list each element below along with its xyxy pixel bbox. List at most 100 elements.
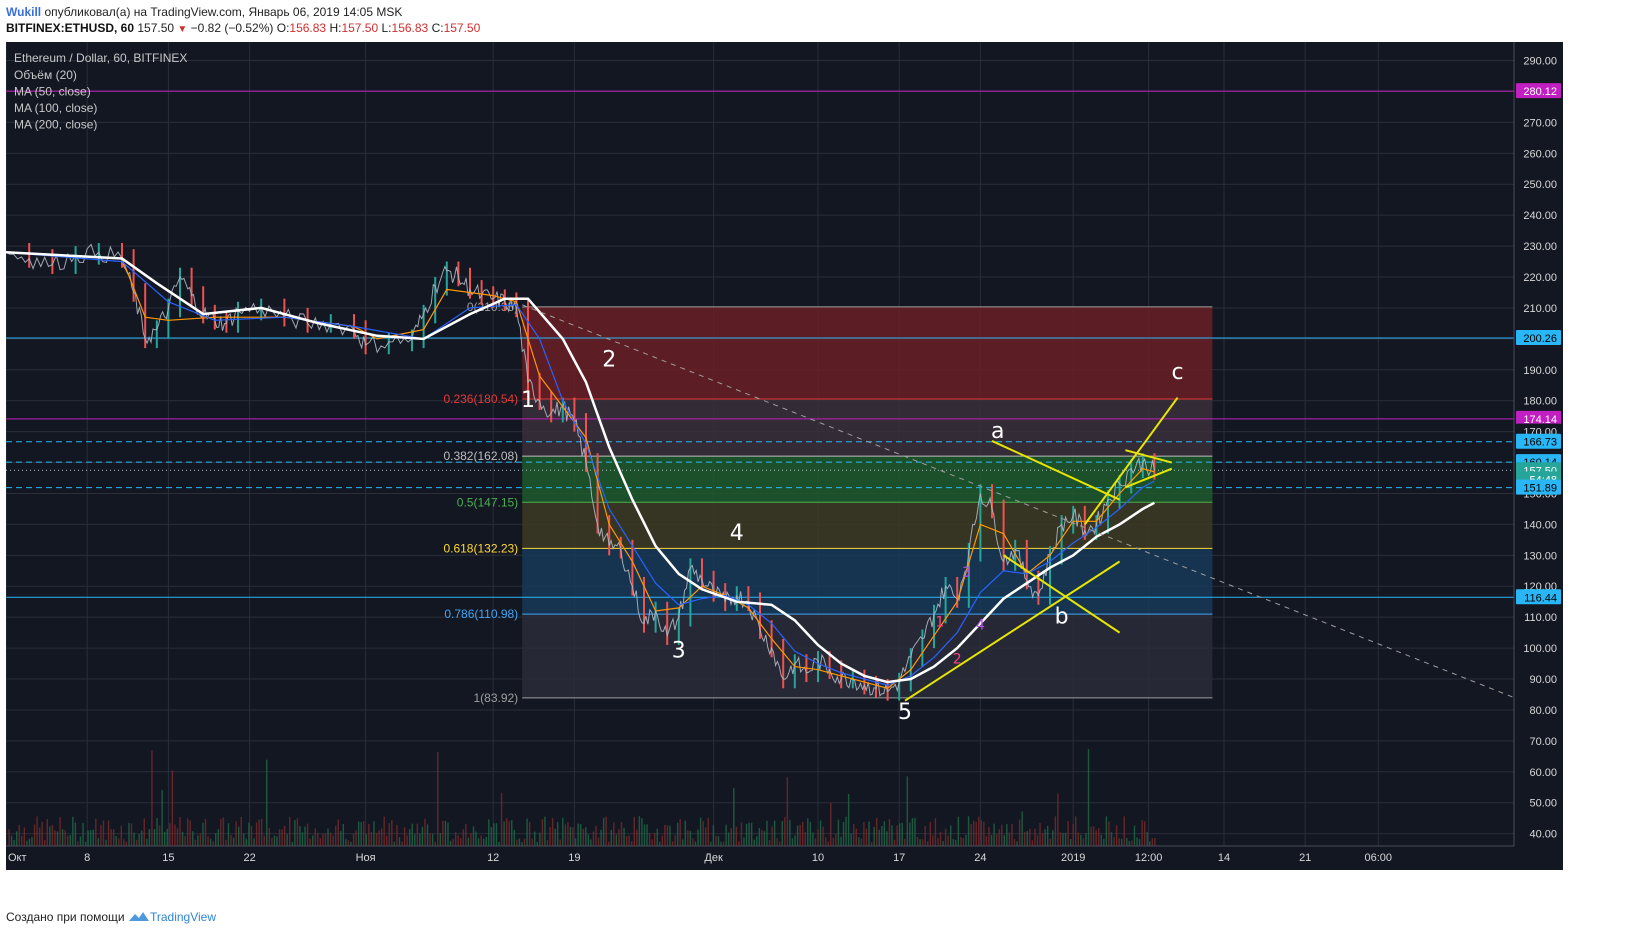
legend-entry: MA (100, close) [14, 101, 97, 115]
volume-bar [661, 835, 664, 846]
volume-bar [1044, 829, 1046, 846]
fib-zone [522, 456, 1213, 503]
volume-bar [786, 777, 789, 846]
volume-bar [1026, 831, 1028, 846]
volume-bar [1067, 821, 1069, 846]
volume-bar [225, 839, 227, 846]
legend-entry: MA (200, close) [14, 118, 97, 132]
volume-bar [957, 816, 960, 846]
volume-bar [1039, 823, 1041, 846]
price-tag [1516, 479, 1561, 495]
volume-bar [1095, 830, 1097, 846]
time-tick-label: 2019 [1061, 852, 1085, 864]
volume-bar [186, 818, 189, 846]
volume-bar [972, 820, 975, 846]
volume-bar [110, 829, 112, 846]
volume-bar [493, 823, 495, 846]
fib-level-label: 0.5(147.15) [457, 495, 518, 509]
volume-bar [396, 824, 398, 846]
volume-bar [222, 817, 225, 846]
volume-bar [209, 838, 212, 846]
volume-bar [592, 831, 595, 846]
volume-bar [434, 841, 436, 846]
time-tick-label: 10 [812, 852, 824, 864]
volume-bar [169, 823, 171, 846]
volume-bar [608, 841, 610, 846]
volume-bar [401, 841, 403, 846]
volume-bar [682, 839, 684, 846]
volume-bar [373, 821, 375, 846]
volume-bar [761, 829, 763, 846]
tradingview-brand[interactable]: TradingView [149, 910, 217, 924]
price-chart[interactable]: 0(210.35)0.236(180.54)0.382(162.08)0.5(1… [6, 42, 1563, 870]
author-link[interactable]: Wukill [6, 5, 42, 19]
volume-bar [304, 826, 306, 846]
volume-bar [784, 816, 786, 846]
volume-bar [100, 824, 102, 846]
volume-bar [735, 826, 738, 846]
volume-bar [243, 833, 245, 846]
volume-bar [850, 833, 852, 846]
sub-wave-label: 1 [935, 614, 944, 630]
volume-bar [368, 824, 370, 846]
volume-bar [942, 841, 944, 846]
volume-bar [15, 831, 18, 846]
volume-bar [128, 822, 130, 846]
volume-bar [156, 818, 158, 846]
volume-bar [393, 841, 396, 846]
volume-bar [235, 821, 237, 846]
volume-bar [891, 825, 893, 846]
volume-bar [807, 818, 809, 846]
volume-bar [56, 831, 59, 846]
volume-bar [789, 819, 791, 846]
volume-bar [643, 824, 646, 846]
volume-bar [664, 824, 666, 846]
fib-level-label: 1(83.92) [473, 691, 518, 705]
volume-bar [771, 826, 773, 846]
volume-bar [87, 830, 89, 846]
price-tick-label: 130.00 [1523, 550, 1557, 562]
volume-bar [414, 834, 416, 846]
volume-bar [179, 817, 181, 846]
volume-bar [970, 823, 972, 846]
volume-bar [947, 835, 949, 846]
volume-bar [819, 820, 822, 846]
volume-bar [962, 838, 965, 846]
volume-bar [465, 824, 467, 846]
volume-bar [227, 823, 230, 846]
volume-bar [391, 820, 393, 846]
volume-bar [980, 820, 983, 846]
price-tick-label: 60.00 [1529, 767, 1557, 779]
volume-bar [1003, 835, 1005, 846]
volume-bar [1085, 833, 1087, 846]
price-tick-label: 270.00 [1523, 117, 1557, 129]
volume-bar [896, 825, 898, 846]
volume-bar [717, 836, 720, 846]
volume-bar [939, 831, 942, 846]
volume-bar [572, 827, 574, 846]
time-tick-label: 14 [1218, 852, 1230, 864]
volume-bar [1031, 840, 1034, 846]
volume-bar [646, 824, 648, 846]
volume-bar [449, 840, 452, 846]
volume-bar [1011, 823, 1013, 846]
volume-bar [72, 816, 74, 846]
volume-bar [49, 826, 51, 846]
volume-bar [929, 822, 931, 846]
volume-bar [327, 828, 329, 846]
volume-bar [357, 821, 360, 846]
change-text: −0.82 (−0.52%) [190, 21, 274, 35]
price-tick-label: 140.00 [1523, 519, 1557, 531]
fib-level-label: 0.236(180.54) [443, 392, 518, 406]
volume-bar [511, 820, 513, 846]
time-tick-label: 17 [893, 852, 905, 864]
price-tick-label: 90.00 [1529, 674, 1557, 686]
volume-bar [289, 817, 291, 846]
volume-bar [266, 759, 268, 846]
volume-bar [585, 827, 587, 846]
volume-bar [934, 818, 937, 846]
volume-bar [628, 835, 630, 846]
volume-bar [1080, 834, 1082, 846]
volume-bar [490, 827, 493, 846]
volume-bar [151, 750, 153, 846]
